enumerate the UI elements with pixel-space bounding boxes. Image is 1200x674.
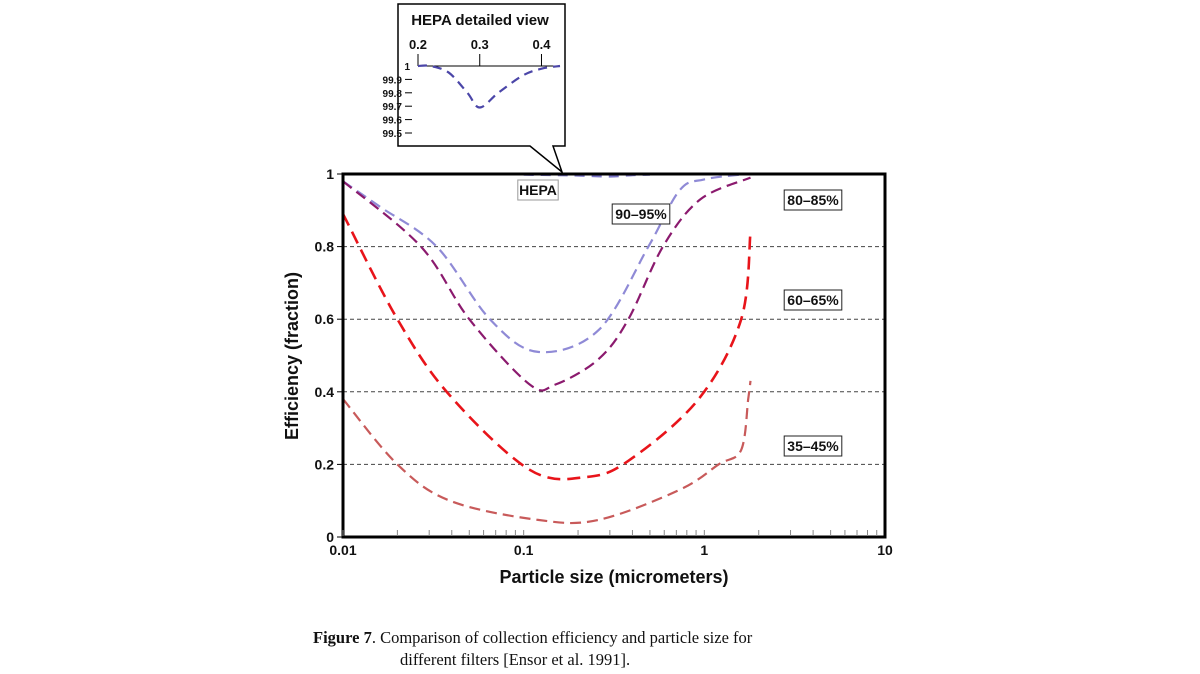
series-label-35-45-: 35–45% (783, 435, 843, 457)
x-tick-label: 1 (700, 542, 708, 558)
inset-y-ticks: 199.9 99.8 99.7 99.6 99.5 (383, 62, 412, 140)
series-labels: HEPA 90–95% 80–85% 60–65% 35–45% (517, 179, 843, 457)
inset-hepa-curve (417, 64, 561, 109)
series-label-text: 90–95% (615, 206, 667, 222)
y-tick-label: 0 (326, 529, 334, 545)
series-label-text: HEPA (519, 182, 557, 198)
gridlines (343, 246, 885, 465)
inset-title: HEPA detailed view (411, 12, 549, 29)
x-tick-label: 0.01 (329, 542, 356, 558)
figure-label: Figure 7 (313, 628, 372, 647)
series-line-90-95- (342, 172, 747, 354)
x-axis-ticks: 0.01 0.1 1 10 (329, 530, 893, 558)
x-tick-label: 10 (877, 542, 893, 558)
y-axis-title: Efficiency (fraction) (282, 272, 302, 440)
series-line-60-65- (341, 213, 752, 481)
inset-y-tick-label: 99.9 (383, 75, 403, 86)
series-label-hepa: HEPA (517, 179, 559, 201)
y-tick-label: 1 (326, 166, 334, 182)
series-label-80-85-: 80–85% (783, 189, 843, 211)
figure-caption: Figure 7. Comparison of collection effic… (313, 627, 1013, 671)
y-tick-label: 0.8 (315, 239, 335, 255)
series-label-box (517, 179, 559, 201)
inset-y-tick-label: 1 (404, 62, 410, 73)
x-tick-label: 0.1 (514, 542, 534, 558)
x-axis-title: Particle size (micrometers) (499, 567, 728, 587)
y-tick-label: 0.4 (315, 384, 335, 400)
y-axis-ticks: 0 0.2 0.4 0.6 0.8 1 (315, 166, 343, 545)
y-tick-label: 0.2 (315, 456, 335, 472)
inset-callout-box (397, 3, 566, 175)
series-line-80-85- (342, 176, 751, 392)
caption-line-1: . Comparison of collection efficiency an… (371, 628, 753, 647)
plot-frame (341, 172, 887, 539)
caption-line-2: different filters [Ensor et al. 1991]. (400, 650, 631, 669)
series-label-text: 35–45% (787, 438, 839, 454)
series-label-box (783, 435, 843, 457)
inset-x-tick-label: 0.4 (532, 37, 551, 52)
inset-y-tick-label: 99.7 (383, 102, 403, 113)
series-label-60-65-: 60–65% (783, 289, 843, 311)
series-label-box (783, 189, 843, 211)
hepa-inset: HEPA detailed view 0.2 0.3 0.4 199.9 99.8 99… (383, 3, 566, 175)
series-label-text: 60–65% (787, 292, 839, 308)
inset-x-tick-label: 0.2 (409, 37, 427, 52)
inset-y-tick-label: 99.6 (383, 116, 403, 127)
series-line-35-45- (342, 380, 752, 525)
series-layer (341, 172, 752, 525)
series-label-text: 80–85% (787, 192, 839, 208)
series-label-box (783, 289, 843, 311)
y-tick-label: 0.6 (315, 311, 335, 327)
inset-y-tick-label: 99.8 (383, 89, 403, 100)
series-label-90-95-: 90–95% (611, 203, 671, 225)
inset-y-tick-label: 99.5 (383, 129, 403, 140)
inset-x-tick-label: 0.3 (471, 37, 489, 52)
inset-x-ticks: 0.2 0.3 0.4 (409, 37, 551, 66)
series-label-box (611, 203, 671, 225)
